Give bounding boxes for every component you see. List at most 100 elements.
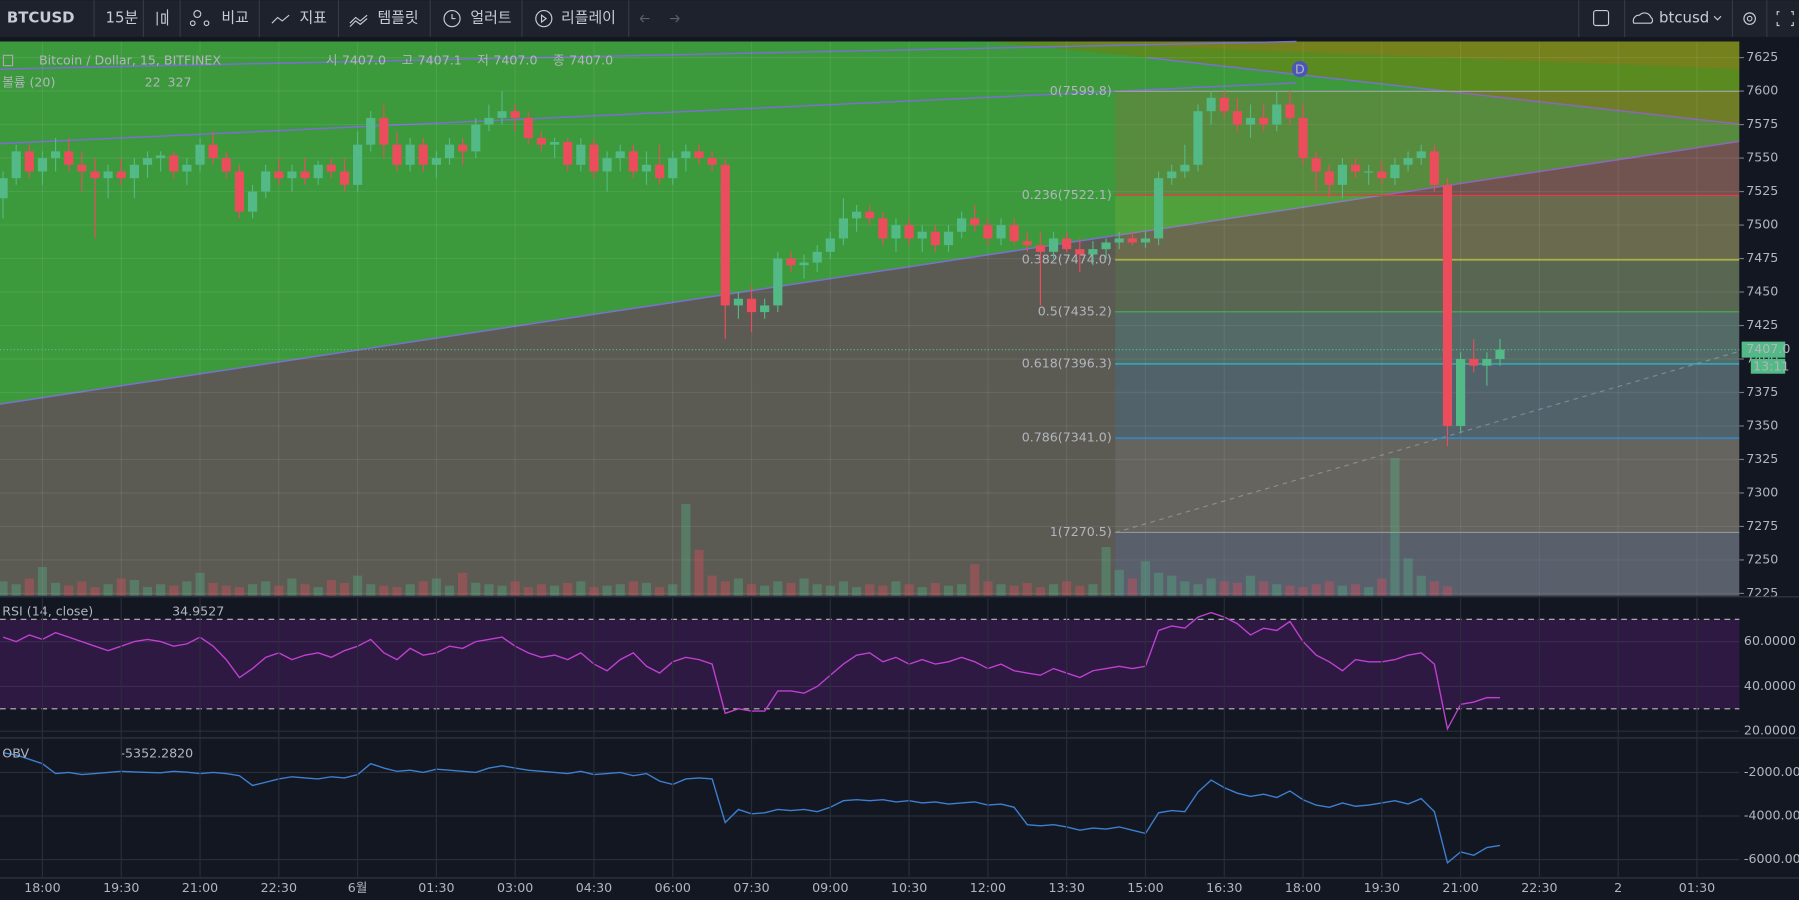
toolbar-button[interactable]: 리플레이 [561,9,616,27]
interval[interactable]: 15분 [106,9,139,27]
candle-body [379,117,389,145]
candle-body [471,124,481,152]
candle-body [812,251,822,263]
indicator-value: 34.9527 [172,603,224,618]
volume-bar [1206,578,1216,596]
volume-bar [1154,572,1164,596]
y-tick-label: -4000.0000 [1744,808,1799,823]
candle-body [129,164,139,179]
candle-body [549,142,560,145]
volume-bar [221,585,231,596]
candle-body [1140,238,1151,243]
volume-bar [746,584,757,596]
volume-bar [1442,586,1453,596]
candle-body [1022,241,1032,246]
time-label: 13:30 [1049,880,1085,895]
volume-bar [1403,558,1413,596]
volume-bar [523,587,533,596]
price-tick-label: 7350 [1746,417,1778,432]
volume-bar [983,581,993,596]
username[interactable]: btcusd [1659,9,1709,27]
countdown-tag [1750,358,1786,374]
toolbar-button[interactable]: 지표 [299,9,326,27]
volume-bar [261,581,271,596]
candle-body [1167,171,1177,179]
ohlc-key: 저 [477,53,489,68]
candle-body [602,158,612,172]
fib-label: 1(7270.5) [1050,524,1112,539]
candle-body [746,298,757,313]
toolbar-button[interactable]: 얼러트 [470,9,511,27]
ohlc-value: 7407.0 [569,53,613,68]
candle-body [1416,151,1426,159]
volume-bar [234,587,245,596]
rsi-band [0,619,1740,709]
volume-bar [1048,584,1059,596]
candle-body [733,298,743,306]
candle-body [589,144,599,172]
candle-body [234,171,245,212]
candle-body [655,164,665,179]
y-tick-label: 40.0000 [1744,678,1796,693]
event-marker[interactable] [1291,61,1308,78]
candle-body [156,155,166,159]
volume-bar [1035,587,1046,596]
toolbar-items: 비교 지표 템플릿 얼러트 리플레이 [221,9,615,27]
candle-body [11,151,21,179]
time-label: 07:30 [733,880,769,895]
candle-body [1219,97,1229,112]
toolbar-dividers [93,0,1768,37]
symbol[interactable]: BTCUSD [7,9,75,27]
volume-bar [838,581,849,596]
volume-bar [602,585,612,596]
candle-body [825,238,835,252]
candle-body [366,117,376,145]
candle-body [983,225,993,239]
toolbar-button[interactable]: 비교 [221,9,248,27]
candle-body [523,117,533,138]
toolbar-button[interactable]: 템플릿 [377,9,418,27]
volume-bar [1364,587,1374,596]
candle-body [1285,104,1295,118]
volume-bar [24,578,34,596]
volume-value: 327 [168,74,192,89]
volume-bar [50,582,61,596]
y-tick-label: 20.0000 [1744,723,1796,738]
volume-bar [156,584,166,596]
candle-body [247,191,258,212]
candle-body [169,155,179,172]
price-tick-label: 7375 [1746,384,1778,399]
candle-body [1180,164,1190,172]
time-label: 22:30 [261,880,297,895]
fib-band [1115,438,1740,533]
indicator-name: OBV [2,746,29,761]
time-label: 21:00 [1442,880,1478,895]
volume-bar [760,585,770,596]
candle-body [458,144,468,152]
price-tick-label: 7575 [1746,116,1778,131]
candle-body [1009,225,1019,242]
candle-body [300,171,310,179]
volume-bar [1245,575,1256,596]
volume-bar [405,584,415,596]
volume-bar [1377,578,1387,596]
volume-bar [1127,578,1137,596]
candle-body [576,144,586,165]
candle-body [904,225,914,239]
volume-bar [64,585,74,596]
volume-bar [891,581,901,596]
candle-body [773,258,783,306]
time-label: 06:00 [655,880,691,895]
y-tick-label: 60.0000 [1744,633,1796,648]
volume-bar [1298,587,1308,596]
ohlc-key: 시 [326,53,338,68]
candle-body [103,171,113,179]
volume-bar [1009,585,1019,596]
fib-label: 0.382(7474.0) [1022,251,1112,266]
volume-bar [865,584,875,596]
candle-body [1324,171,1334,185]
fib-label: 0(7599.8) [1050,83,1112,98]
volume-bar [497,585,507,596]
fib-label: 0.5(7435.2) [1038,303,1112,318]
